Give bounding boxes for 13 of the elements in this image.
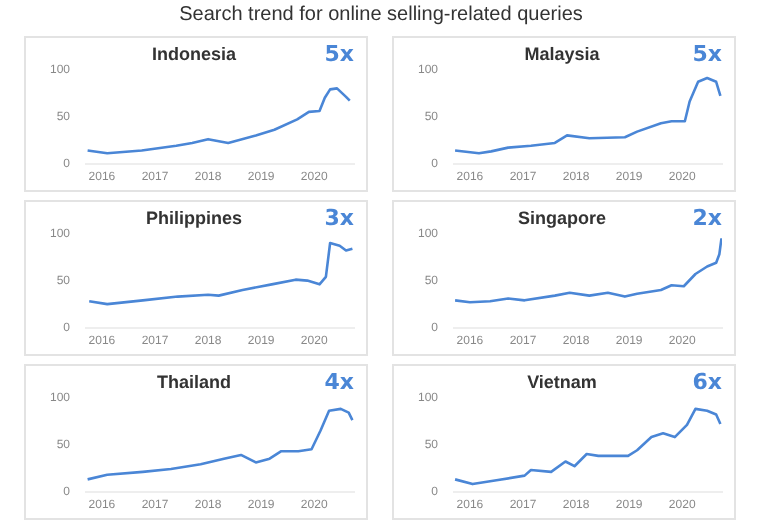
chart-title: Thailand bbox=[156, 371, 232, 392]
text: 2x bbox=[692, 204, 722, 231]
text: 6x bbox=[692, 368, 722, 395]
chart-title: Philippines bbox=[145, 207, 243, 228]
chart-title: Vietnam bbox=[527, 371, 597, 392]
text: 4x bbox=[324, 368, 354, 395]
text: 5x bbox=[692, 40, 722, 67]
text: 3x bbox=[324, 204, 354, 231]
text: Search trend for online selling-related queries bbox=[177, 4, 585, 26]
text: 5x bbox=[324, 40, 354, 67]
chart-title: Malaysia bbox=[524, 43, 602, 64]
chart-title: Singapore bbox=[517, 207, 607, 228]
chart-title: Indonesia bbox=[151, 43, 238, 64]
